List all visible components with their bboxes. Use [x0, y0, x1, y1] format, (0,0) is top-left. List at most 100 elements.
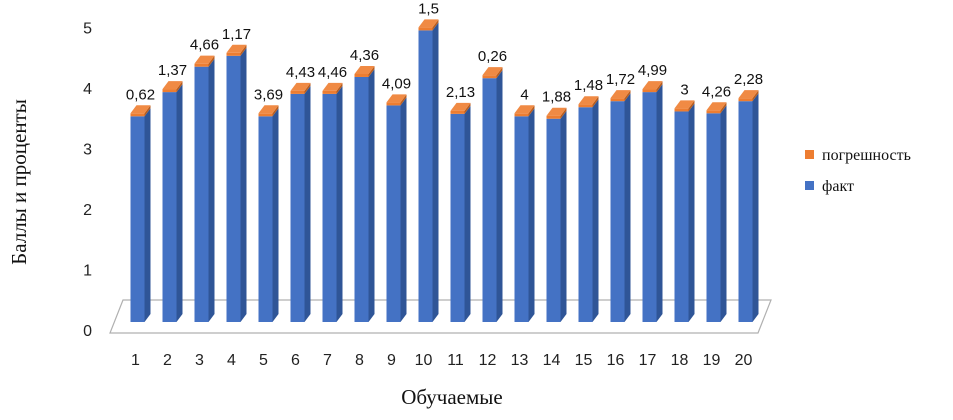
bar-fakt-front — [450, 113, 465, 322]
bar-9 — [386, 94, 407, 322]
legend-label-fakt: факт — [822, 178, 854, 195]
bar-fakt-side — [432, 22, 439, 322]
y-tick-label: 0 — [83, 323, 92, 340]
y-tick-label: 1 — [83, 263, 92, 280]
bar-error-top — [482, 67, 503, 76]
data-label: 1,5 — [418, 0, 439, 17]
x-tick-label: 5 — [259, 352, 268, 369]
data-label: 0,62 — [126, 86, 155, 103]
bar-error-top — [706, 102, 727, 111]
bar-fakt-front — [290, 93, 305, 322]
data-label: 1,37 — [158, 62, 187, 79]
bar-20 — [738, 90, 759, 322]
bar-fakt-side — [240, 47, 247, 323]
y-tick-labels: 0 1 2 3 4 5 — [83, 21, 92, 341]
bar-error-side — [656, 81, 663, 93]
bar-error-front — [418, 27, 433, 31]
bars — [130, 19, 759, 323]
data-label: 0,26 — [478, 48, 507, 65]
y-tick-label: 2 — [83, 202, 92, 219]
bar-error-front — [162, 89, 177, 93]
bar-error-side — [592, 96, 599, 108]
bar-error-front — [546, 115, 561, 119]
bar-12 — [482, 67, 503, 322]
bar-fakt-side — [592, 99, 599, 322]
bar-error-front — [130, 113, 145, 117]
bar-error-side — [208, 55, 215, 67]
data-label: 4,99 — [638, 62, 667, 79]
legend: погрешность факт — [805, 147, 911, 195]
bar-fakt-side — [656, 84, 663, 322]
bar-fakt-side — [464, 105, 471, 322]
bar-error-side — [464, 102, 471, 114]
bar-fakt-front — [322, 93, 337, 322]
bar-error-side — [400, 94, 407, 106]
data-label: 3 — [680, 81, 688, 98]
bar-fakt-front — [354, 76, 369, 322]
bar-fakt-front — [258, 116, 273, 322]
y-tick-label: 5 — [83, 21, 92, 38]
bar-error-front — [386, 102, 401, 106]
bar-error-top — [674, 100, 695, 109]
bar-18 — [674, 100, 695, 323]
bar-error-side — [720, 102, 727, 114]
bar-fakt-front — [226, 55, 241, 323]
data-label: 4,09 — [382, 75, 411, 92]
data-label: 4,46 — [318, 64, 347, 81]
x-tick-label: 15 — [575, 352, 593, 369]
bar-fakt-side — [144, 108, 151, 322]
bar-fakt-front — [674, 111, 689, 323]
bar-error-side — [272, 105, 279, 117]
bar-error-side — [240, 44, 247, 56]
bar-error-top — [738, 90, 759, 99]
bar-fakt-side — [304, 85, 311, 322]
bar-13 — [514, 105, 535, 322]
bar-error-top — [642, 81, 663, 90]
data-label: 2,28 — [734, 71, 763, 88]
data-label: 4,66 — [190, 37, 219, 54]
floor-outline — [109, 299, 772, 334]
bar-6 — [290, 82, 311, 322]
bar-19 — [706, 102, 727, 323]
x-tick-label: 1 — [131, 352, 140, 369]
data-label: 4,26 — [702, 83, 731, 100]
x-tick-label: 7 — [323, 352, 332, 369]
bar-fakt-side — [208, 58, 215, 322]
x-tick-labels: 1 2 3 4 5 6 7 8 9 10 11 12 13 14 15 16 17 18 19 20 — [131, 352, 752, 369]
bar-error-top — [322, 82, 343, 91]
bar-error-top — [514, 105, 535, 114]
bar-error-side — [176, 81, 183, 93]
bar-error-front — [258, 113, 273, 117]
bar-fakt-side — [560, 110, 567, 322]
bar-error-front — [674, 108, 689, 112]
bar-error-top — [450, 102, 471, 111]
x-tick-label: 12 — [479, 352, 497, 369]
bar-error-side — [752, 90, 759, 102]
bar-error-top — [418, 19, 439, 28]
bar-error-front — [226, 52, 241, 56]
bar-fakt-side — [400, 97, 407, 322]
bar-error-top — [162, 81, 183, 90]
bar-fakt-front — [194, 66, 209, 322]
bar-error-front — [514, 113, 529, 117]
bar-error-front — [354, 73, 369, 77]
bar-error-front — [482, 75, 497, 79]
x-tick-label: 17 — [639, 352, 657, 369]
bar-error-side — [624, 90, 631, 102]
bar-error-top — [354, 65, 375, 74]
bar-fakt-front — [642, 92, 657, 322]
bar-4 — [226, 44, 247, 323]
data-label: 1,48 — [574, 77, 603, 94]
bar-fakt-side — [528, 108, 535, 322]
bar-15 — [578, 96, 599, 322]
bar-fakt-side — [624, 93, 631, 322]
bar-1 — [130, 105, 151, 322]
bar-3 — [194, 55, 215, 322]
x-tick-label: 16 — [607, 352, 625, 369]
bar-17 — [642, 81, 663, 322]
bar-fakt-side — [496, 70, 503, 322]
data-labels: 0,621,374,661,17 3,694,43 4,464,364,09 1,5 2… — [126, 0, 763, 105]
bar-fakt-side — [368, 68, 375, 322]
y-axis-title: Баллы и проценты — [7, 99, 31, 265]
